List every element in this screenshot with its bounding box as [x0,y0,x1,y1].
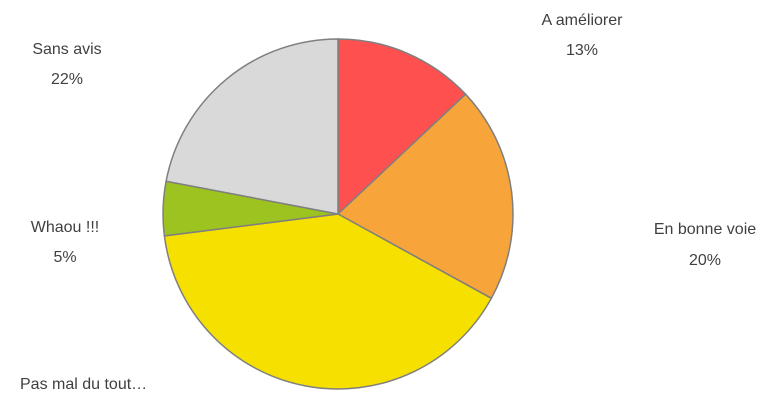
slice-label-4: Whaou !!! [31,219,99,236]
slice-label-5: Sans avis [32,41,101,58]
pie-slice-2 [336,93,514,300]
pie-slice-5 [165,38,339,215]
slice-percent-1: 13% [566,42,598,59]
slice-percent-5: 22% [51,71,83,88]
slice-label-3: Pas mal du tout… [20,376,147,393]
pie-slice-1 [337,38,467,216]
slice-percent-4: 5% [53,249,76,266]
slice-label-2: En bonne voie [654,221,756,238]
slice-label-1: A améliorer [542,12,624,29]
slice-percent-2: 20% [689,252,721,269]
pie-slice-3 [163,213,493,390]
